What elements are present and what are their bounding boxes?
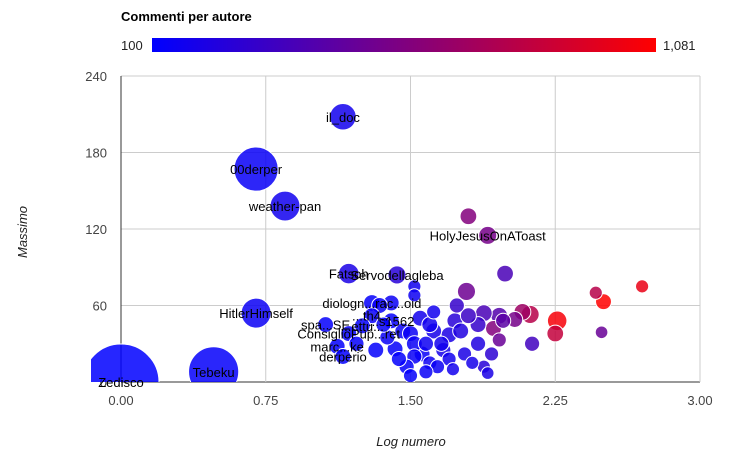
bubble-point[interactable]	[524, 335, 541, 352]
bubble-point[interactable]	[496, 264, 514, 283]
bubble-point[interactable]	[390, 350, 408, 368]
bubble-label: Fatsoh	[329, 267, 369, 282]
bubble-point[interactable]	[353, 317, 371, 335]
bubble-point[interactable]	[483, 346, 500, 362]
bubble-label: Tebeku	[193, 365, 235, 380]
bubble-label: ...s1562	[368, 314, 414, 329]
bubble-point[interactable]	[402, 368, 419, 383]
grid-lines	[120, 75, 701, 383]
bubble-point[interactable]	[317, 316, 335, 334]
bubble-point[interactable]	[188, 346, 240, 397]
bubble-point[interactable]	[334, 348, 352, 365]
bubble-point[interactable]	[594, 325, 609, 340]
bubble-label: marc...ke	[310, 339, 363, 354]
y-tick-label: 120	[85, 222, 107, 237]
bubble-point[interactable]	[83, 343, 160, 420]
bubble-label: derperio	[319, 350, 367, 365]
bubble-label: 00derper	[230, 162, 283, 177]
bubble-label: il_doc	[326, 110, 360, 125]
bubble-point[interactable]	[329, 103, 357, 131]
bubble-point[interactable]	[348, 335, 365, 352]
x-tick-label: 0.75	[253, 393, 278, 408]
x-tick-label: 1.50	[398, 393, 423, 408]
bubble-point[interactable]	[456, 281, 477, 302]
bubble-point[interactable]	[480, 366, 495, 380]
bubble-point[interactable]	[387, 265, 407, 285]
bubble-point[interactable]	[635, 279, 650, 294]
x-tick-label: 2.25	[543, 393, 568, 408]
y-tick-label: 0	[100, 375, 107, 390]
bubble-point[interactable]	[375, 316, 392, 333]
bubble-point[interactable]	[459, 207, 478, 226]
bubble-labels: Zedisco Tebeku 00derper weather-pan HitlerHi…	[98, 110, 546, 390]
y-tick-label: 240	[85, 69, 107, 84]
y-axis-title: Massimo	[15, 206, 30, 258]
bubble-point[interactable]	[433, 335, 450, 352]
bubble-point[interactable]	[495, 312, 512, 329]
bubble-point[interactable]	[588, 285, 603, 300]
bubble-label: ConsiglioPup...ret	[297, 327, 400, 342]
bubble-label: HitlerHimself	[219, 306, 293, 321]
bubble-point[interactable]	[418, 364, 434, 380]
y-axis-ticks: 0 60 120 180 240	[85, 69, 107, 390]
x-tick-label: 0.00	[108, 393, 133, 408]
bubble-point[interactable]	[491, 332, 507, 348]
bubble-point[interactable]	[478, 225, 498, 245]
bubble-label: diologn...rac...oid	[322, 296, 421, 311]
bubble-point[interactable]	[445, 362, 461, 377]
bubble-point[interactable]	[367, 341, 385, 359]
bubble-point[interactable]	[459, 307, 477, 325]
x-tick-label: 3.00	[687, 393, 712, 408]
bubble-point[interactable]	[337, 262, 360, 285]
y-tick-label: 60	[93, 299, 107, 314]
bubble-point[interactable]	[469, 335, 487, 352]
legend-color-bar	[152, 38, 656, 52]
bubble-label: ...th4...	[352, 309, 392, 324]
bubble-point[interactable]	[426, 304, 442, 320]
bubble-point[interactable]	[417, 335, 435, 352]
bubble-point[interactable]	[452, 322, 470, 340]
bubble-point[interactable]	[407, 288, 422, 303]
bubble-label: ...ettu...	[341, 319, 384, 334]
legend-max-label: 1,081	[663, 38, 696, 53]
bubble-point[interactable]	[240, 297, 272, 329]
bubble-label: Zedisco	[98, 375, 144, 390]
bubble-label: weather-pan	[248, 199, 321, 214]
y-tick-label: 180	[85, 146, 107, 161]
bubble-point[interactable]	[448, 297, 465, 314]
bubble-label: Servodellagleba	[350, 268, 444, 283]
legend-min-label: 100	[121, 38, 143, 53]
bubble-point[interactable]	[233, 146, 279, 192]
x-axis-title: Log numero	[376, 434, 445, 449]
bubble-point[interactable]	[546, 324, 565, 343]
bubble-point[interactable]	[269, 190, 301, 222]
bubble-label: HolyJesusOnAToast	[430, 228, 546, 243]
bubble-point[interactable]	[465, 355, 480, 370]
bubble-label: spa...SE	[301, 318, 350, 333]
bubble-series	[83, 103, 650, 420]
legend-title: Commenti per autore	[121, 9, 252, 24]
x-axis-ticks: 0.00 0.75 1.50 2.25 3.00	[108, 393, 712, 408]
